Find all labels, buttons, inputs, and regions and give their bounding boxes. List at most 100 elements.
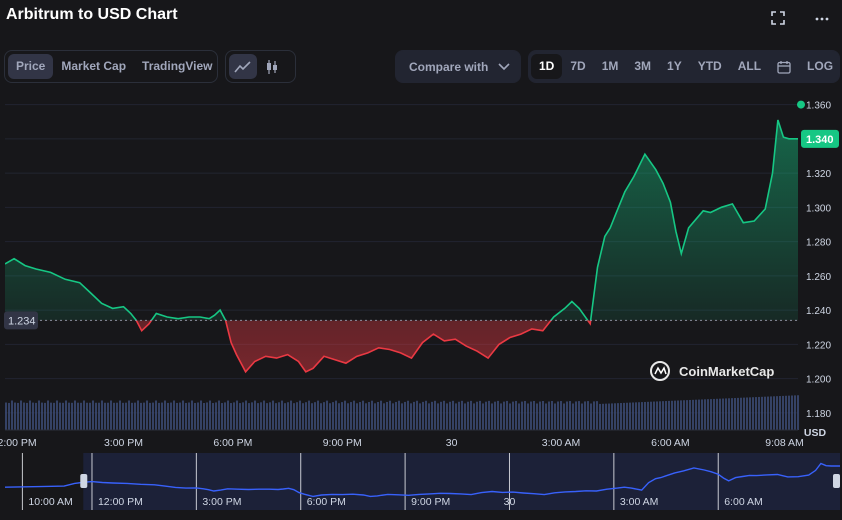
navigator-tick-label: 9:00 PM <box>411 496 450 508</box>
volume-bar <box>323 402 325 430</box>
volume-bar <box>65 400 67 430</box>
volume-bar <box>287 402 289 430</box>
volume-bar <box>92 400 94 430</box>
volume-bar <box>566 401 568 430</box>
volume-bar <box>689 399 691 430</box>
price-line-down <box>135 320 592 374</box>
volume-bar <box>761 396 763 430</box>
volume-bar <box>26 402 28 430</box>
volume-bar <box>125 402 127 430</box>
current-price-tag <box>801 129 839 148</box>
volume-bar <box>545 403 547 430</box>
volume-bar <box>785 395 787 430</box>
range-1d[interactable]: 1D <box>531 54 563 79</box>
volume-bar <box>386 401 388 430</box>
volume-bar <box>650 401 652 430</box>
candlestick-icon <box>267 59 277 74</box>
y-tick-label: 1.300 <box>806 203 831 214</box>
volume-bar <box>185 402 187 430</box>
volume-bar <box>332 402 334 430</box>
volume-bar <box>578 401 580 430</box>
volume-bar <box>131 402 133 430</box>
volume-bar <box>275 403 277 430</box>
compare-dropdown[interactable]: Compare with <box>395 50 521 83</box>
range-1y[interactable]: 1Y <box>667 59 682 73</box>
volume-bar <box>173 400 175 430</box>
range-selector: 1D 7D 1M 3M 1Y YTD ALL LOG <box>528 50 840 83</box>
volume-bar <box>344 400 346 430</box>
volume-bar <box>551 401 553 430</box>
volume-bar <box>431 401 433 430</box>
range-all[interactable]: ALL <box>737 59 762 73</box>
navigator-handle-right <box>833 474 840 488</box>
chart-area[interactable]: 1.360 1.340 1.320 1.300 1.280 1.260 1.240 1.220… <box>0 90 842 515</box>
volume-bar <box>245 400 247 430</box>
range-3m[interactable]: 3M <box>634 59 652 73</box>
navigator-tick-label: 3:00 PM <box>202 496 241 508</box>
tab-price[interactable]: Price <box>8 54 54 79</box>
volume-bar <box>755 397 757 430</box>
volume-bar <box>581 403 583 430</box>
tab-market-cap[interactable]: Market Cap <box>61 59 127 73</box>
price-line-up <box>5 119 798 321</box>
volume-bar <box>470 400 472 430</box>
volume-bar <box>602 403 604 430</box>
volume-bar <box>215 402 217 430</box>
volume-bar <box>293 403 295 430</box>
volume-bar <box>101 400 103 430</box>
x-tick-label: 12:00 PM <box>0 437 37 449</box>
volume-bar <box>530 401 532 430</box>
volume-bar <box>404 401 406 430</box>
volume-bar <box>296 402 298 430</box>
volume-bar <box>365 403 367 430</box>
range-1m[interactable]: 1M <box>601 59 619 73</box>
volume-bar <box>653 401 655 430</box>
volume-bar <box>461 400 463 430</box>
fullscreen-icon[interactable] <box>769 10 787 28</box>
volume-bar <box>695 399 697 430</box>
more-icon[interactable] <box>813 10 831 28</box>
area-below-baseline <box>136 320 591 372</box>
volume-bar <box>704 399 706 430</box>
volume-bar <box>713 398 715 430</box>
y-tick-label: 1.240 <box>806 306 831 317</box>
volume-bar <box>608 403 610 430</box>
volume-bar <box>227 400 229 430</box>
live-dot <box>797 100 805 109</box>
compare-label: Compare with <box>409 59 489 74</box>
volume-bar <box>176 402 178 430</box>
volume-bar <box>167 402 169 430</box>
volume-bar <box>242 402 244 430</box>
navigator-selection <box>83 453 840 510</box>
volume-bar <box>266 403 268 430</box>
volume-bar <box>230 403 232 430</box>
volume-bar <box>707 399 709 430</box>
volume-bar <box>692 399 694 430</box>
chart-view-tabs: Price Market Cap TradingView <box>4 50 218 83</box>
volume-bar <box>158 402 160 430</box>
navigator-handle-left <box>80 474 88 488</box>
log-scale-button[interactable]: LOG <box>807 59 834 73</box>
volume-bar <box>260 402 262 430</box>
line-chart-button[interactable] <box>229 54 257 79</box>
calendar-button[interactable] <box>769 54 799 79</box>
volume-bar <box>140 402 142 430</box>
volume-bar <box>668 400 670 430</box>
volume-bar <box>383 403 385 430</box>
volume-bar <box>368 402 370 430</box>
volume-bar <box>389 400 391 430</box>
navigator-tick-label: 10:00 AM <box>28 496 72 508</box>
candlestick-button[interactable] <box>257 54 287 79</box>
volume-bar <box>35 402 37 430</box>
price-chart[interactable]: 1.360 1.340 1.320 1.300 1.280 1.260 1.240 1.220… <box>0 90 842 515</box>
x-tick-label: 3:00 PM <box>104 437 143 449</box>
chart-title: Arbitrum to USD Chart <box>6 6 178 23</box>
volume-bar <box>170 402 172 430</box>
tab-tradingview[interactable]: TradingView <box>142 59 213 73</box>
volume-bar <box>44 402 46 430</box>
range-7d[interactable]: 7D <box>570 59 586 73</box>
volume-bar <box>776 396 778 430</box>
volume-bar <box>299 400 301 430</box>
range-ytd[interactable]: YTD <box>697 59 722 73</box>
y-axis-unit: USD <box>804 427 827 439</box>
